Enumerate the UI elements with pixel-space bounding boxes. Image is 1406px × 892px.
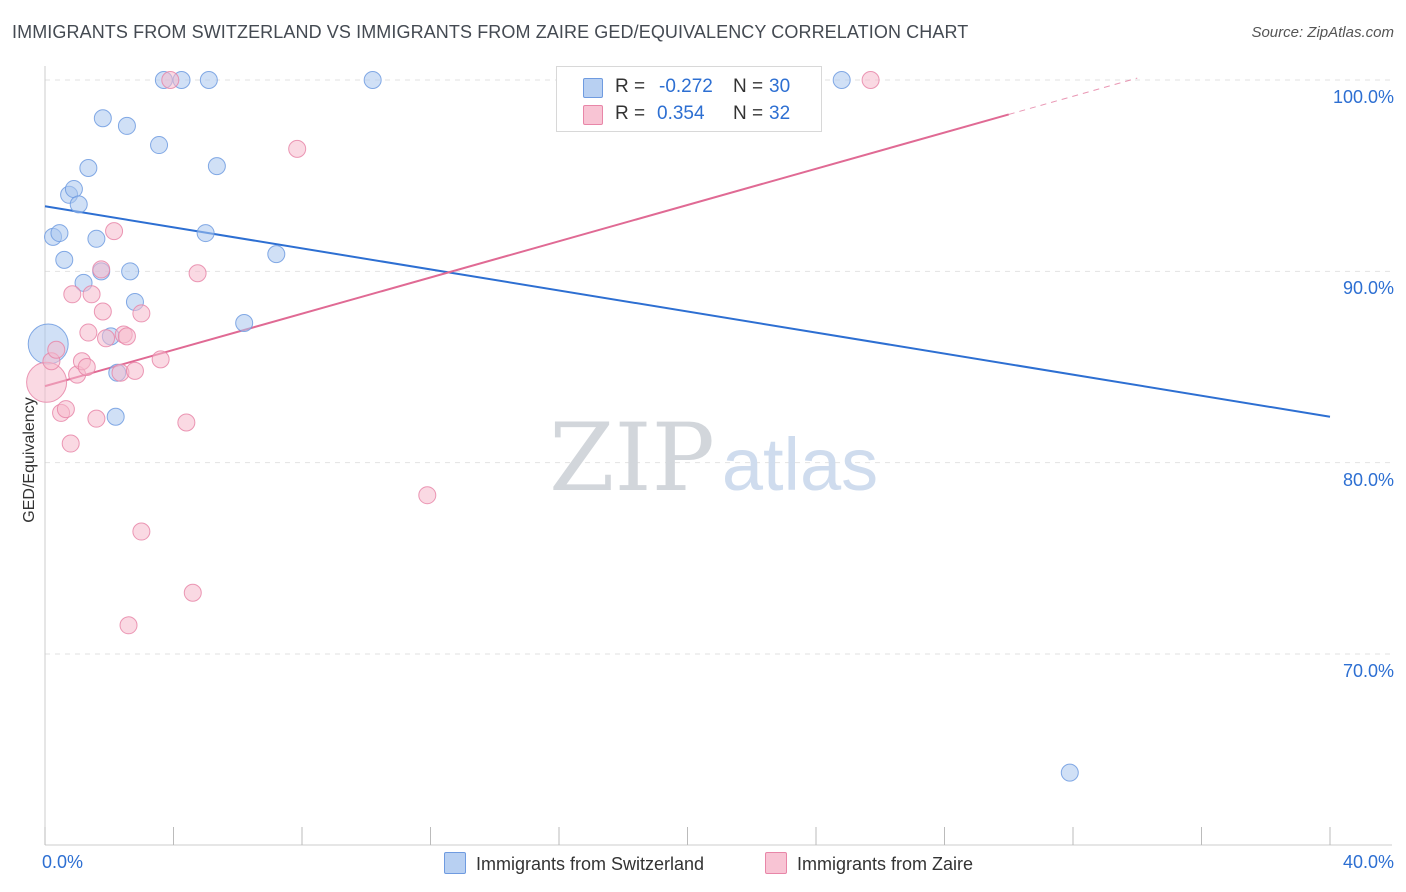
point-zaire [87,409,106,428]
point-zaire [861,71,880,89]
point-zaire [47,340,66,359]
point-switzerland [196,224,215,243]
point-zaire [79,323,98,342]
legend-swatch-switzerland [444,852,466,874]
watermark: ZIP atlas [549,404,878,513]
legend-r-value: 0.354 [657,103,705,124]
point-zaire [97,329,116,348]
trend-line-switzerland [44,205,1331,418]
point-zaire [77,358,96,376]
point-switzerland [93,109,112,128]
point-zaire [183,583,202,602]
legend-item-switzerland: Immigrants from Switzerland [444,852,704,875]
grid-lines [45,79,1392,655]
point-switzerland [199,71,218,89]
legend-row-zaire: R = 0.354 N = 32 [557,102,821,128]
legend-r-label: R = [615,103,646,124]
point-switzerland [117,116,136,135]
point-zaire [188,264,207,283]
watermark-atlas: atlas [722,423,878,506]
point-switzerland [106,407,125,426]
point-zaire [132,304,151,323]
point-switzerland [267,245,286,264]
y-axis-label: GED/Equivalency [21,397,38,523]
point-zaire [117,327,136,346]
point-switzerland [207,157,226,176]
point-switzerland [150,136,169,155]
point-zaire [119,616,138,635]
chart-title: IMMIGRANTS FROM SWITZERLAND VS IMMIGRANT… [12,22,969,42]
point-switzerland [832,71,851,89]
legend-n-label: N = [733,76,764,97]
point-zaire [92,260,111,279]
point-zaire [125,361,144,380]
legend-swatch-switzerland [583,78,603,98]
legend-n-value: 32 [769,103,791,124]
point-zaire [177,413,196,432]
legend-swatch-zaire [583,105,603,125]
point-switzerland [363,71,382,89]
source-credit: Source: ZipAtlas.com [1251,24,1394,41]
data-points [26,71,1079,782]
point-switzerland [121,262,140,281]
point-switzerland [69,195,88,214]
point-zaire [93,302,112,321]
point-zaire [418,486,437,505]
y-tick-label: 100.0% [1332,87,1394,107]
y-tick-label: 70.0% [1342,661,1394,681]
legend-r-value: -0.272 [659,76,713,97]
point-switzerland [1060,763,1079,782]
legend-r-label: R = [615,76,646,97]
axes [44,66,1392,846]
point-switzerland [50,224,69,243]
trend-lines [44,77,1331,418]
x-tick-label-max: 40.0% [1342,852,1394,872]
legend-label-zaire: Immigrants from Zaire [797,854,974,874]
point-zaire [105,222,124,241]
trend-line-zaire-extension [1008,77,1138,115]
point-switzerland [235,313,254,332]
legend-row-switzerland: R = -0.272 N = 30 [557,75,821,101]
point-zaire [82,285,101,304]
point-zaire [161,71,180,89]
point-switzerland [55,250,74,269]
legend-item-zaire: Immigrants from Zaire [765,852,973,875]
x-tick-label-min: 0.0% [42,852,84,872]
point-switzerland [87,229,106,248]
point-zaire [56,400,75,419]
y-tick-label: 90.0% [1342,278,1394,299]
point-zaire [61,434,80,453]
point-zaire [132,522,151,541]
trend-line-zaire [44,113,1010,388]
legend-swatch-zaire [765,852,787,874]
point-switzerland [79,159,98,178]
y-tick-label: 80.0% [1342,469,1394,490]
point-zaire [151,350,170,369]
point-switzerland [64,180,83,199]
correlation-legend: R = -0.272 N = 30 R = 0.354 N = 32 [556,66,822,132]
watermark-zip: ZIP [549,404,715,513]
legend-label-switzerland: Immigrants from Switzerland [476,854,705,874]
legend-n-label: N = [733,103,764,124]
point-zaire [288,139,307,158]
point-zaire [63,285,82,304]
legend-n-value: 30 [769,76,791,97]
